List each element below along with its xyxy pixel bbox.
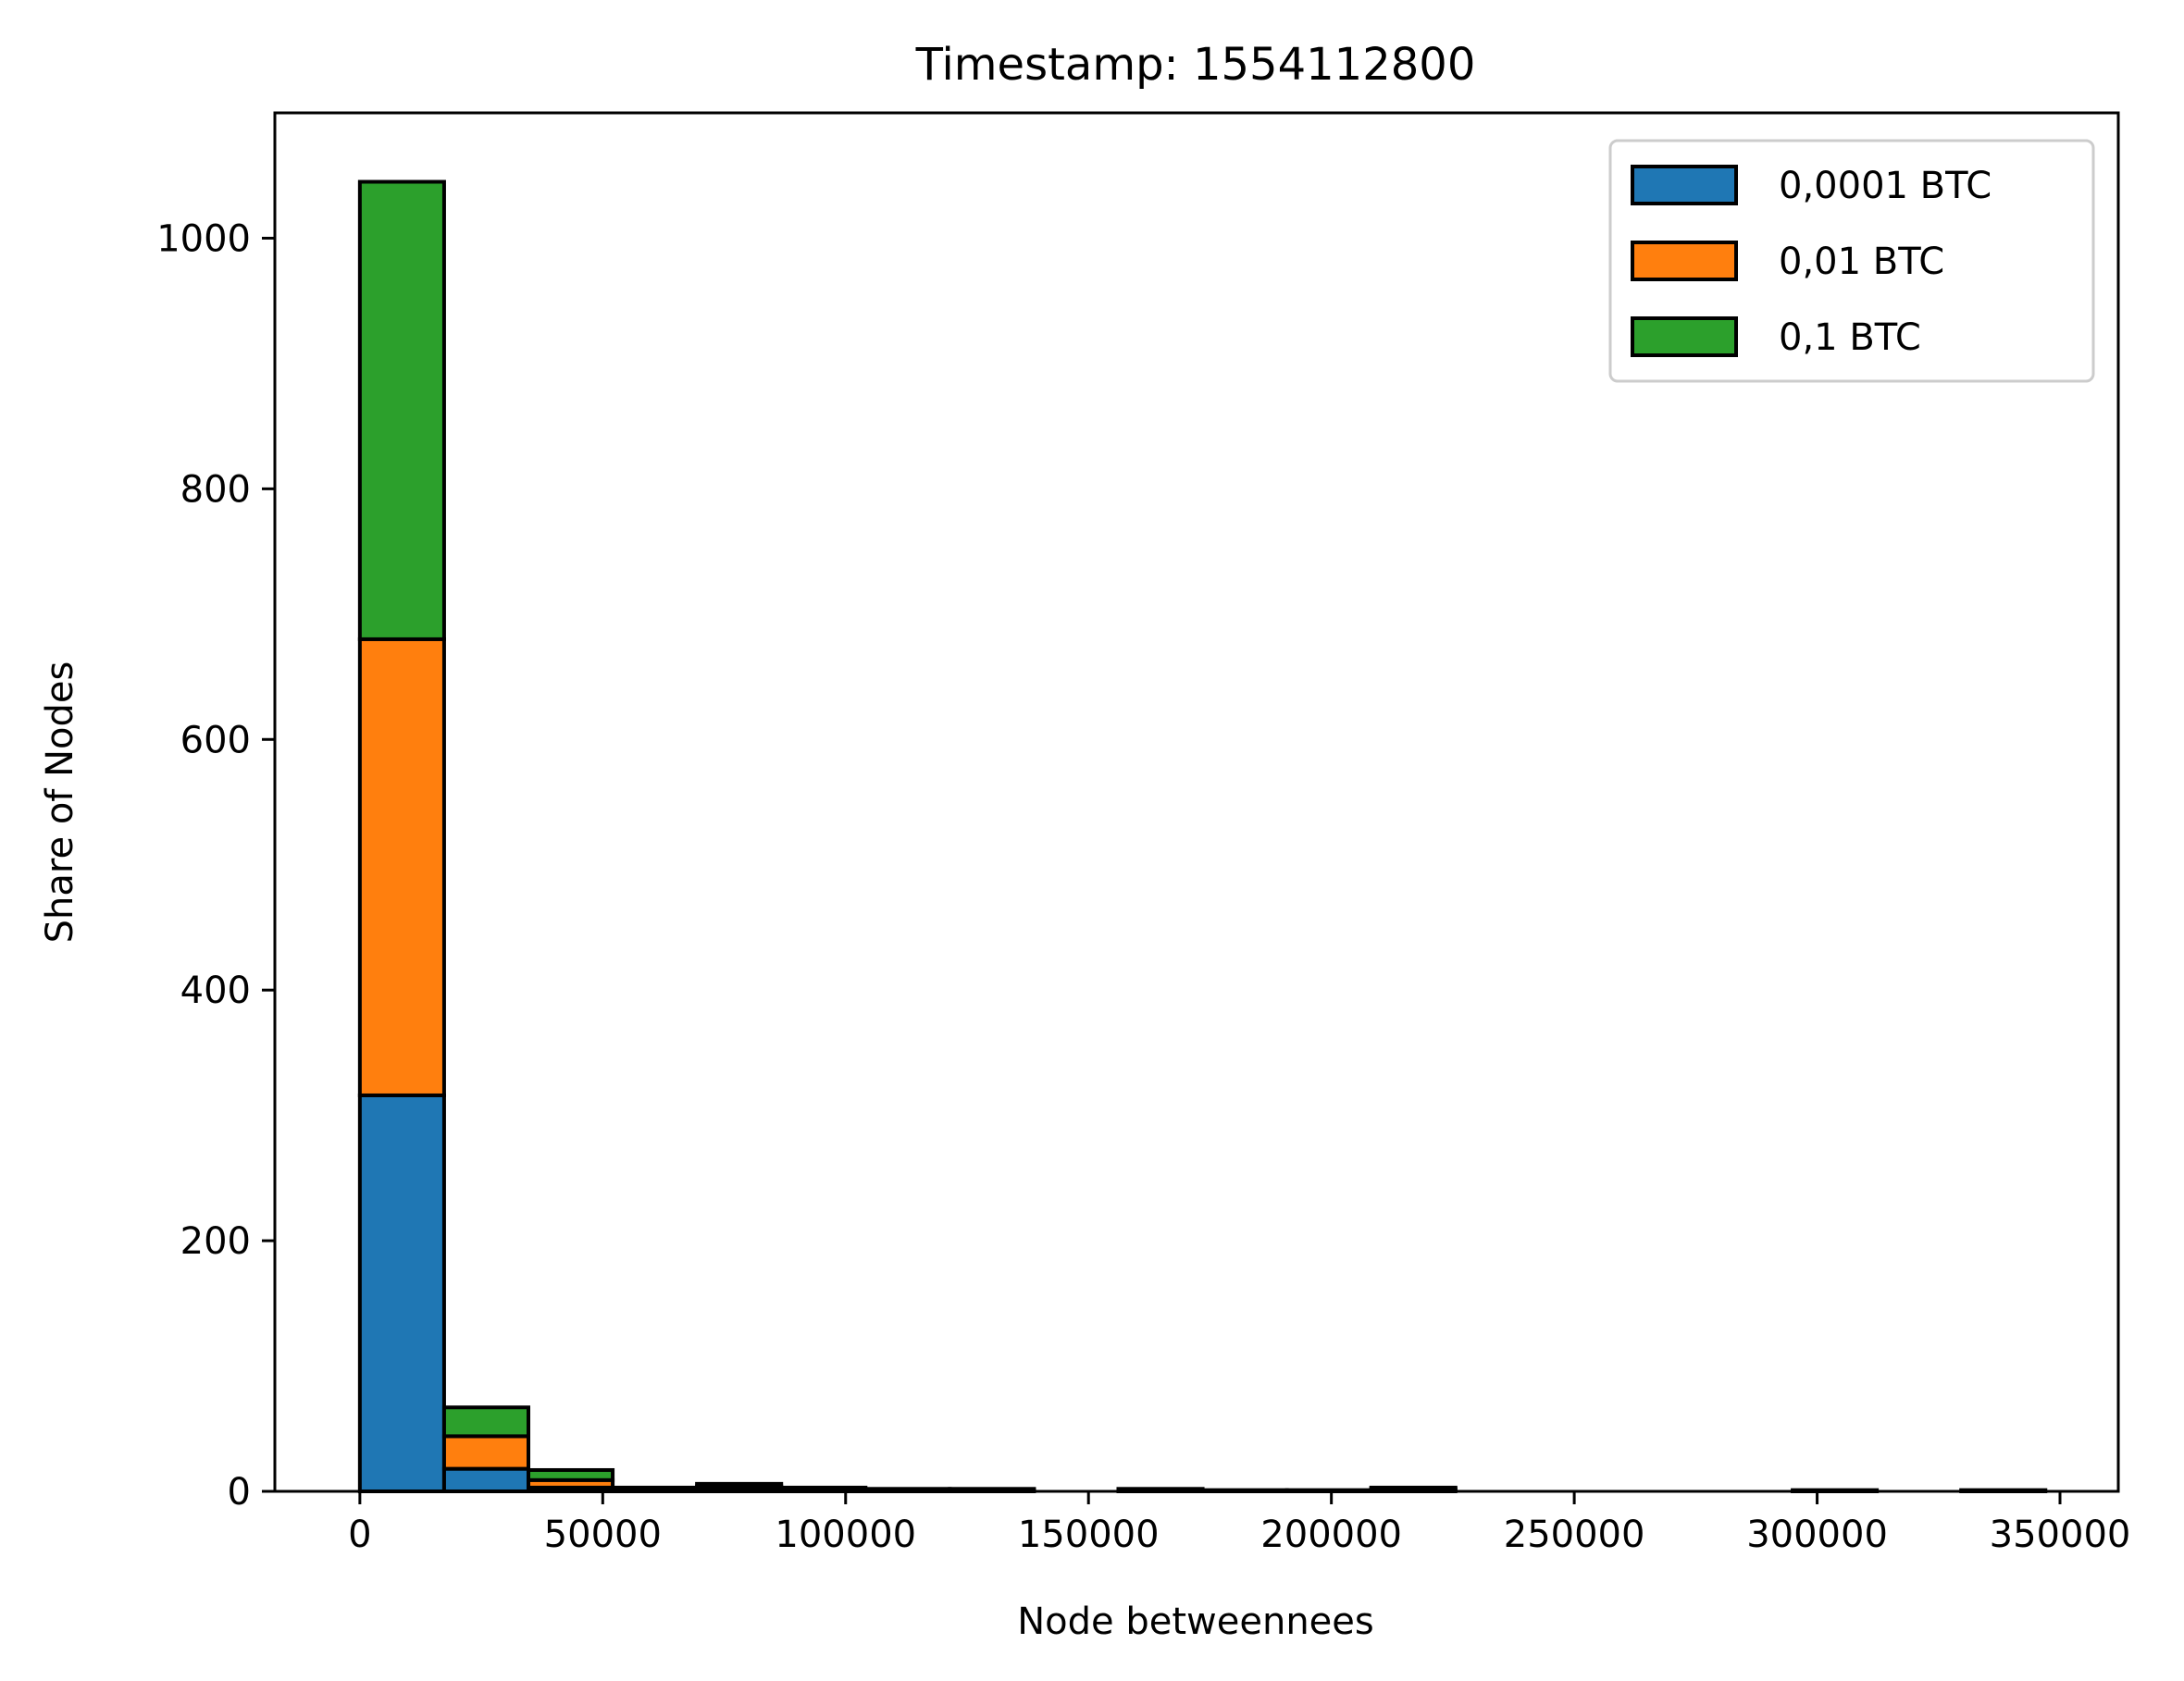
y-tick-label-5: 1000 <box>156 217 251 260</box>
bar-series-1-bin-0 <box>357 637 446 1097</box>
legend: 0,0001 BTC 0,01 BTC 0,1 BTC <box>1608 139 2095 383</box>
y-axis-label: Share of Nodes <box>39 661 81 944</box>
legend-swatch-0-01-btc <box>1631 241 1738 281</box>
x-tick-label-7: 350000 <box>1990 1514 2131 1556</box>
x-tick-label-2: 100000 <box>775 1514 916 1556</box>
bar-series-2-bin-2 <box>526 1467 615 1482</box>
x-tick-label-4: 200000 <box>1260 1514 1402 1556</box>
y-tick-label-1: 200 <box>180 1220 251 1263</box>
bar-series-2-bin-4 <box>695 1481 784 1489</box>
plot-frame <box>273 111 2120 1493</box>
x-tick-label-0: 0 <box>348 1514 371 1556</box>
y-tick-label-2: 400 <box>180 970 251 1012</box>
bar-series-2-bin-3 <box>611 1485 700 1491</box>
bar-series-2-bin-5 <box>779 1485 868 1491</box>
y-tick-label-3: 600 <box>180 719 251 761</box>
chart-title: Timestamp: 1554112800 <box>915 39 1476 91</box>
y-tick-label-0: 0 <box>228 1471 251 1514</box>
legend-label-0-01-btc: 0,01 BTC <box>1779 241 1944 283</box>
bars-group <box>357 179 2048 1494</box>
x-tick-label-3: 150000 <box>1018 1514 1160 1556</box>
bar-series-0-bin-0 <box>357 1093 446 1493</box>
bar-series-0-bin-1 <box>441 1466 530 1493</box>
x-axis-label: Node betweennees <box>1017 1601 1374 1643</box>
legend-label-0-1-btc: 0,1 BTC <box>1779 316 1921 359</box>
y-tick-label-4: 800 <box>180 468 251 511</box>
bar-series-2-bin-0 <box>357 179 446 641</box>
legend-swatch-0-0001-btc <box>1631 165 1738 205</box>
x-tick-label-5: 250000 <box>1504 1514 1645 1556</box>
x-axis: 0 50000 100000 150000 200000 250000 300000 3500… <box>348 1491 2130 1556</box>
bar-series-2-bin-12 <box>1369 1485 1458 1491</box>
x-tick-label-6: 300000 <box>1746 1514 1888 1556</box>
bar-series-1-bin-1 <box>441 1434 530 1471</box>
x-tick-label-1: 50000 <box>544 1514 662 1556</box>
y-axis: 0 200 400 600 800 1000 <box>156 217 275 1514</box>
legend-label-0-0001-btc: 0,0001 BTC <box>1779 165 1992 207</box>
legend-swatch-0-1-btc <box>1631 316 1738 357</box>
bar-series-2-bin-1 <box>441 1405 530 1439</box>
